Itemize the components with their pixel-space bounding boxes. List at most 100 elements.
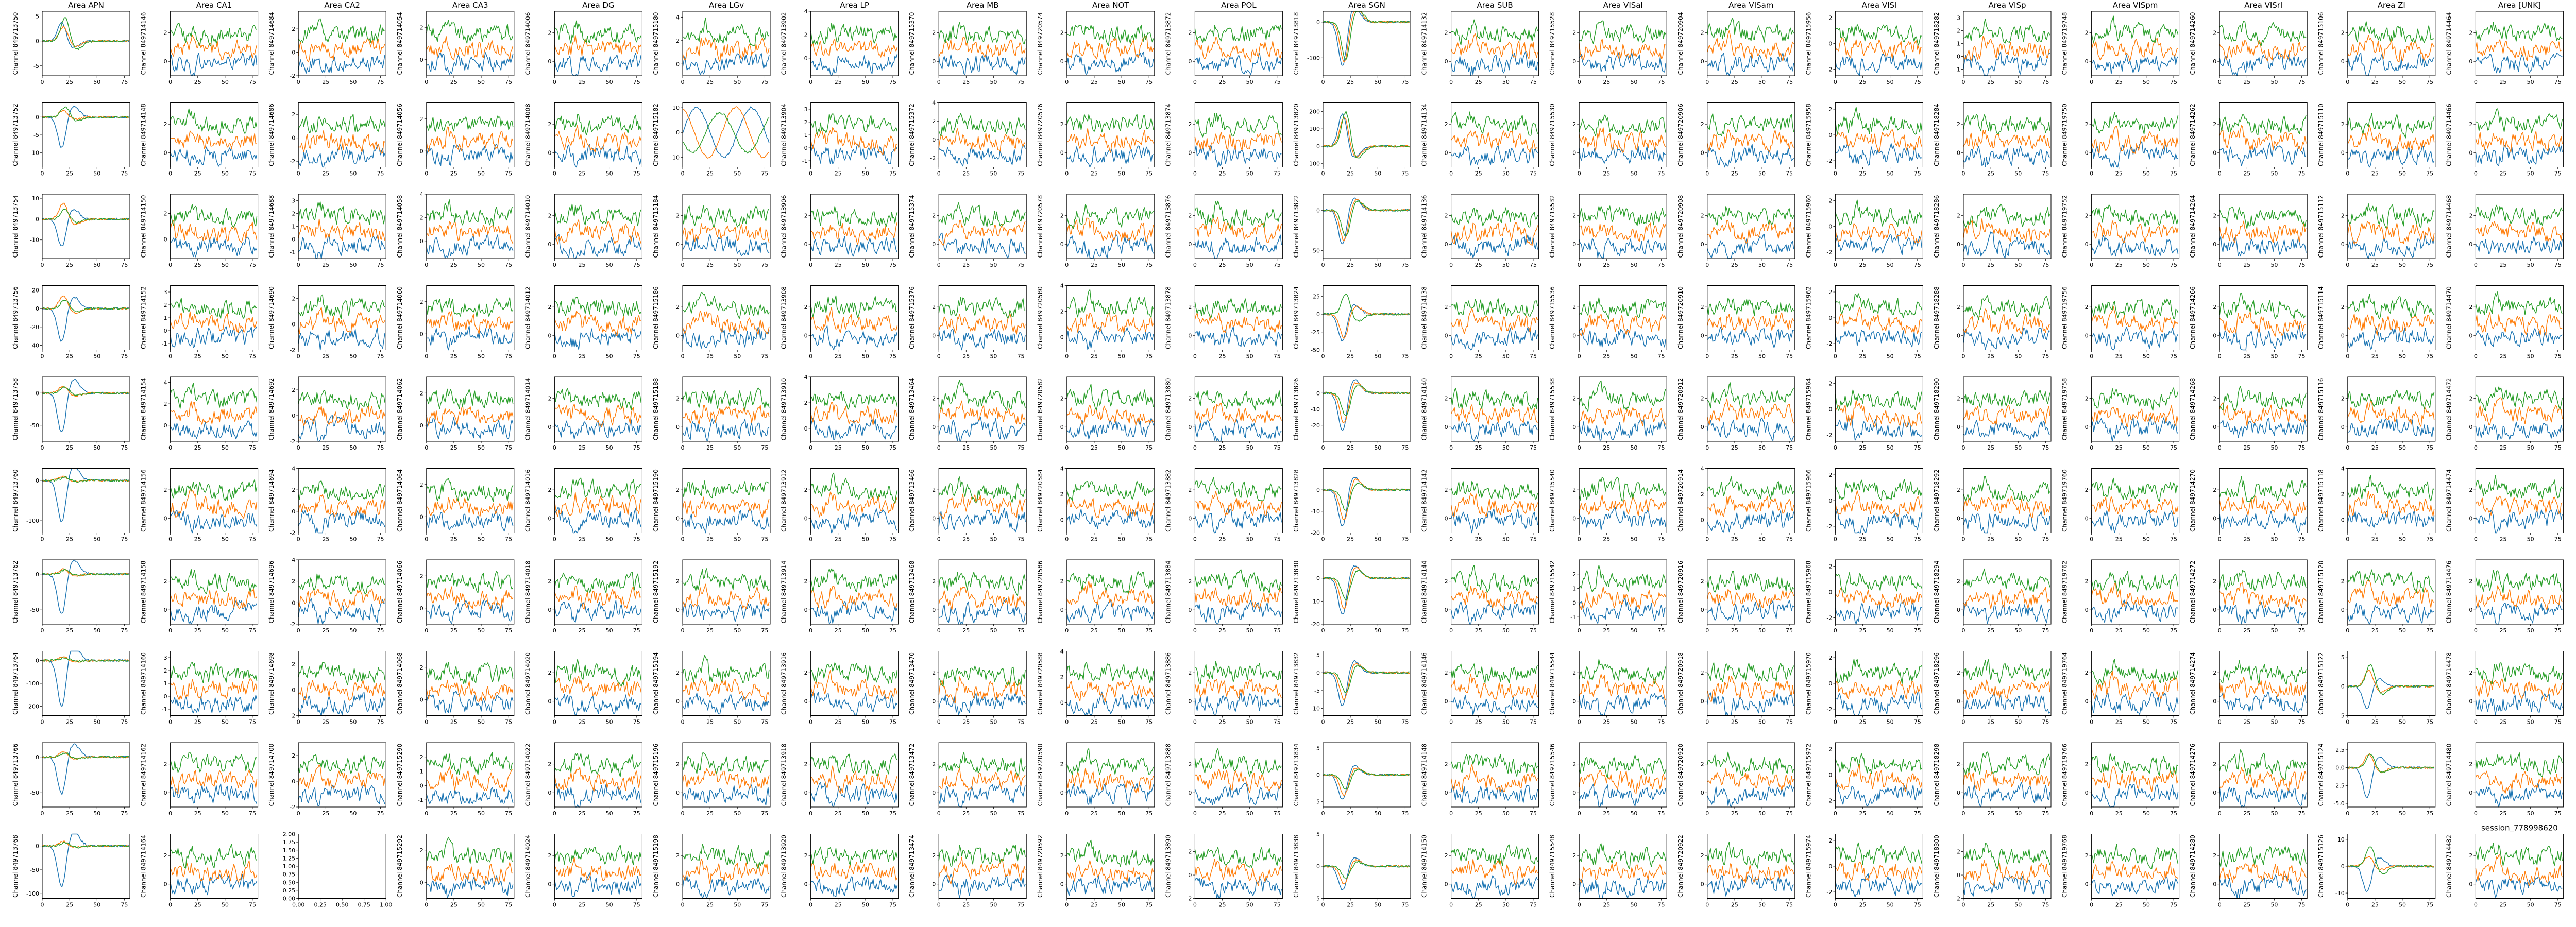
axes-frame — [170, 285, 259, 350]
x-tick-label: 75 — [1274, 719, 1281, 726]
y-tick-label: 0 — [164, 150, 167, 157]
series-line-0 — [938, 873, 1026, 899]
series-line-2 — [42, 106, 129, 122]
x-tick-label: 25 — [1731, 262, 1738, 268]
x-tick-label: 0 — [168, 810, 172, 817]
x-tick-label: 50 — [606, 536, 613, 543]
x-tick-label: 75 — [1914, 444, 1921, 451]
x-tick-label: 0 — [297, 536, 300, 543]
x-tick-label: 25 — [2243, 170, 2250, 177]
y-tick-label: -20 — [1311, 422, 1320, 429]
axes-background — [1963, 102, 2051, 167]
x-tick-label: 75 — [1145, 810, 1153, 817]
y-tick-label: 1 — [164, 680, 167, 687]
x-tick-label: 75 — [2426, 444, 2433, 451]
series-line-1 — [1195, 216, 1282, 243]
y-tick-label: 10 — [32, 195, 39, 202]
y-axis-label: Channel 849719762 — [2061, 561, 2069, 624]
series-line-2 — [2091, 204, 2179, 227]
y-tick-label: -2 — [290, 158, 295, 165]
axes-frame — [170, 11, 259, 76]
series-line-2 — [1579, 205, 1666, 226]
series-line-2 — [170, 751, 257, 774]
y-axis-label: Channel 849720586 — [1037, 561, 1044, 624]
y-tick-label: 0 — [932, 881, 936, 888]
series-line-2 — [2347, 21, 2434, 43]
x-tick-label: 25 — [1091, 627, 1098, 634]
x-tick-label: 25 — [66, 536, 73, 543]
x-tick-label: 50 — [1246, 353, 1253, 360]
x-tick-label: 50 — [2270, 627, 2278, 634]
axes-frame — [1323, 376, 1411, 442]
x-tick-label: 75 — [121, 444, 128, 451]
series-line-1 — [938, 220, 1026, 246]
series-line-2 — [1194, 25, 1282, 43]
axes-frame — [1066, 285, 1155, 350]
series-line-1 — [170, 401, 258, 425]
y-tick-label: 0 — [292, 778, 295, 785]
axes-frame — [810, 11, 899, 76]
x-tick-label: 50 — [1246, 536, 1253, 543]
series-line-0 — [2219, 236, 2307, 257]
axes-background — [42, 560, 130, 624]
series-line-0 — [682, 692, 770, 715]
y-tick-label: 2 — [1188, 578, 1192, 585]
series-line-0 — [554, 600, 642, 623]
axes-background — [1835, 285, 1923, 350]
series-line-1 — [1835, 400, 1923, 427]
axes-frame — [426, 834, 515, 899]
x-tick-label: 50 — [93, 627, 100, 634]
series-line-0 — [938, 598, 1026, 625]
y-axis-label: Channel 849714064 — [396, 469, 403, 532]
axes-frame — [2091, 468, 2180, 533]
series-line-0 — [1066, 326, 1154, 350]
axes-background — [1707, 834, 1795, 899]
series-line-0 — [682, 234, 770, 256]
y-axis-label: Channel 849713756 — [12, 286, 19, 349]
x-tick-label: 25 — [835, 627, 842, 634]
axes-background — [170, 560, 258, 624]
subplot-c2r9: 0.00 0.25 0.50 0.75 1.000.000.250.500.751.00… — [283, 831, 393, 908]
x-tick-label: 25 — [2115, 719, 2123, 726]
x-tick-label: 75 — [633, 353, 640, 360]
x-tick-label: 50 — [222, 79, 229, 85]
series-line-1 — [1066, 860, 1154, 882]
axes-frame — [298, 468, 386, 533]
series-line-2 — [2475, 291, 2563, 315]
y-tick-label: 2 — [804, 761, 808, 768]
x-tick-label: 75 — [2554, 444, 2562, 451]
series-line-0 — [2347, 757, 2435, 798]
y-axis-label: Channel 849714164 — [140, 835, 147, 898]
axes-background — [1835, 11, 1923, 76]
x-tick-label: 75 — [1914, 353, 1921, 360]
axes-background — [939, 743, 1027, 807]
x-tick-label: 75 — [2042, 810, 2049, 817]
axes-frame — [1451, 834, 1539, 899]
x-tick-label: 0 — [2090, 170, 2093, 177]
axes-frame — [1707, 834, 1795, 899]
x-tick-label: 0 — [2346, 627, 2349, 634]
y-tick-label: 2 — [1188, 396, 1192, 402]
x-tick-label: 0 — [1705, 902, 1709, 908]
x-tick-label: 75 — [2170, 536, 2177, 543]
x-tick-label: 75 — [121, 810, 128, 817]
series-line-2 — [938, 665, 1026, 686]
axes-frame — [1707, 11, 1795, 76]
x-tick-label: 0 — [553, 902, 556, 908]
y-tick-label: -10 — [30, 150, 39, 157]
series-line-2 — [1963, 843, 2050, 869]
y-tick-label: 0 — [420, 605, 423, 612]
y-tick-label: 2 — [1957, 849, 1960, 855]
